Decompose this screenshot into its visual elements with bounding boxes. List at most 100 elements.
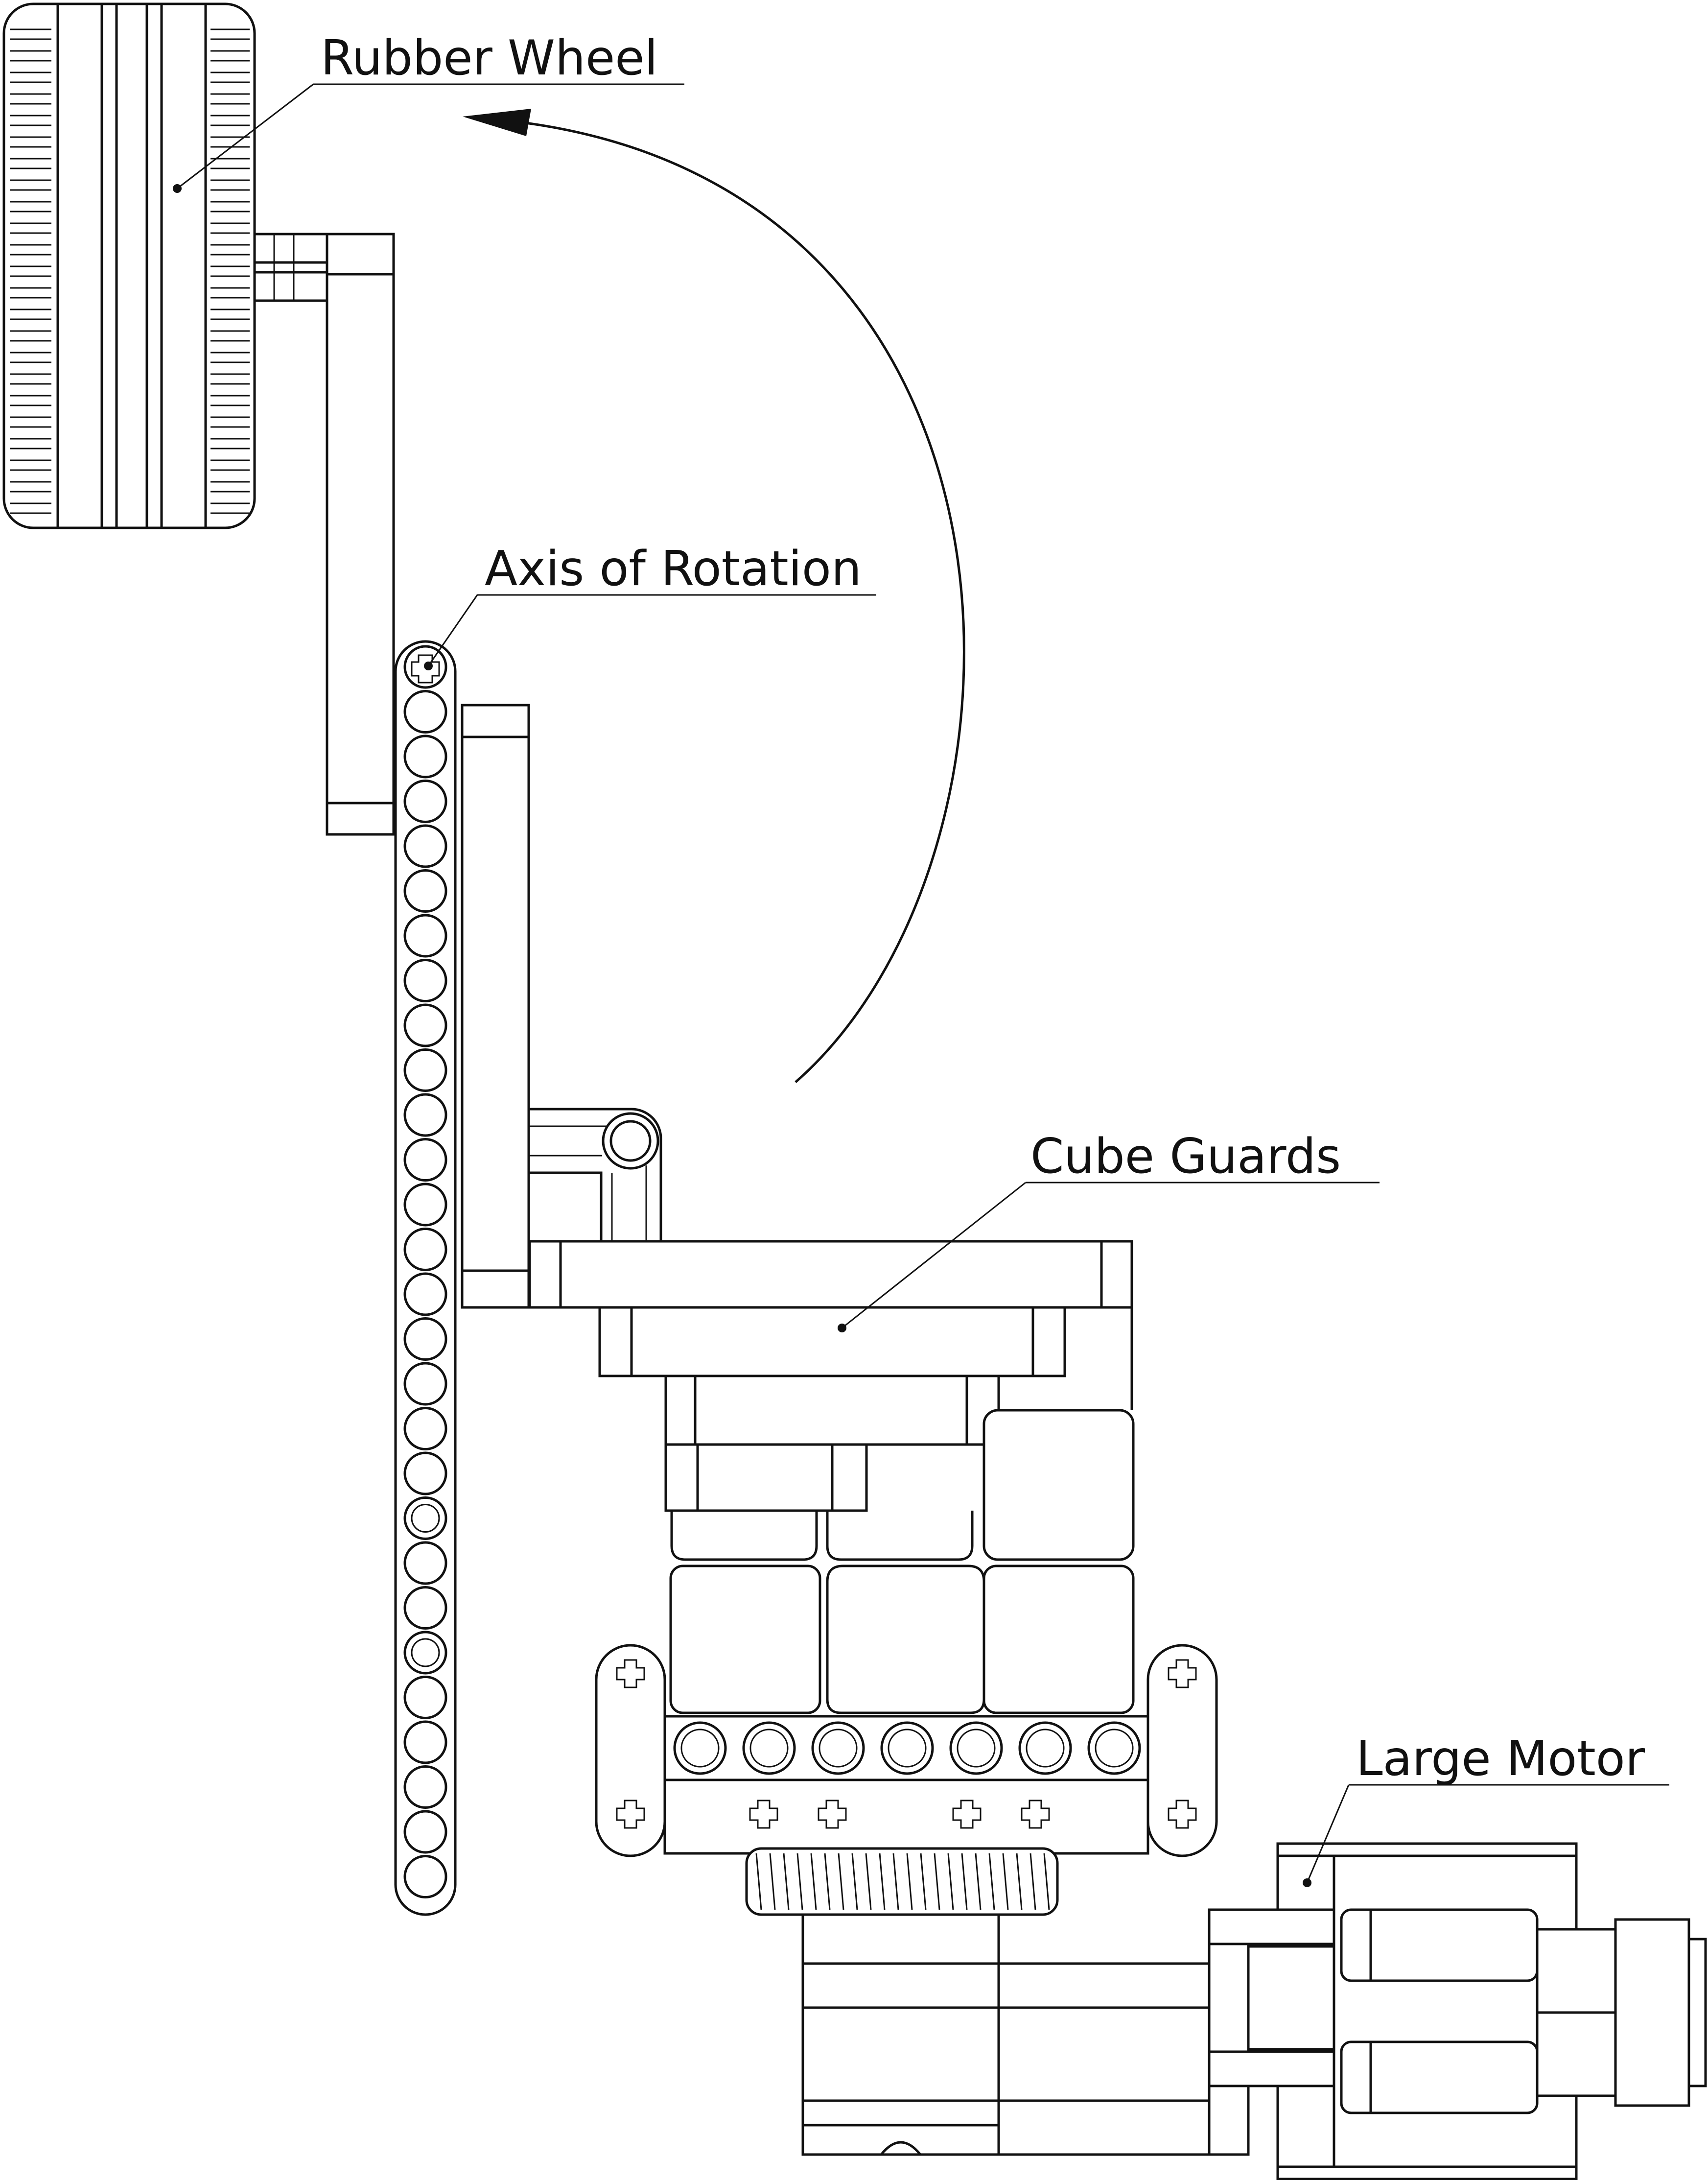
- gear-tooth: [783, 1853, 790, 1910]
- inner-vertical-beam: [461, 704, 530, 1309]
- tread-bar: [10, 308, 51, 320]
- beam-hole: [403, 1586, 447, 1630]
- beam-hole: [403, 824, 447, 868]
- gear-tooth: [947, 1853, 954, 1910]
- arrow-head-icon: [463, 109, 531, 136]
- frame-hole: [1018, 1721, 1072, 1775]
- svg-text:Large Motor: Large Motor: [1356, 1731, 1645, 1787]
- beam-hole: [403, 1451, 447, 1495]
- tread-bar: [10, 395, 51, 406]
- long-perforated-beam: [394, 640, 457, 1916]
- tread-bar: [10, 115, 51, 126]
- beam-pin: [411, 1638, 440, 1667]
- cross-hole-icon: [1021, 1800, 1050, 1829]
- gear-tooth: [838, 1853, 844, 1910]
- cross-hole-icon: [818, 1800, 847, 1829]
- tread-bar: [211, 93, 250, 105]
- tread-bar: [10, 265, 51, 277]
- gear-tooth: [755, 1853, 762, 1910]
- beam-hole: [403, 1272, 447, 1316]
- gear-tooth: [810, 1853, 817, 1910]
- beam-hole: [403, 1855, 447, 1898]
- frame-hole-inner: [749, 1729, 789, 1768]
- tread-bar: [211, 373, 250, 385]
- cross-hole-icon: [749, 1800, 778, 1829]
- gear-tooth: [1043, 1853, 1050, 1910]
- motor-frame: [595, 1644, 1218, 1857]
- tread-bar: [211, 416, 250, 428]
- frame-hole-inner: [888, 1729, 927, 1768]
- beam-hole: [403, 1720, 447, 1764]
- beam-hole: [403, 1228, 447, 1271]
- gear-tooth: [975, 1853, 982, 1910]
- gear-tooth: [906, 1853, 913, 1910]
- tread-bar: [10, 352, 51, 363]
- frame-hole-inner: [957, 1729, 996, 1768]
- beam-hole: [403, 1541, 447, 1585]
- tread-bar: [10, 136, 51, 148]
- rotation-arrow: [463, 109, 965, 1083]
- tread-bar: [10, 438, 51, 450]
- tread-bar: [211, 115, 250, 126]
- svg-text:Rubber Wheel: Rubber Wheel: [321, 30, 658, 86]
- beam-hole: [403, 1317, 447, 1361]
- beam-hole: [403, 1407, 447, 1450]
- tread-bar: [10, 330, 51, 342]
- gear-tooth: [892, 1853, 899, 1910]
- beam-hole: [403, 1631, 447, 1675]
- frame-hole: [673, 1721, 727, 1775]
- tread-bar: [10, 28, 51, 40]
- tread-bar: [10, 50, 51, 62]
- gear-tooth: [851, 1853, 858, 1910]
- gear-tooth: [824, 1853, 831, 1910]
- frame-hole: [742, 1721, 796, 1775]
- axle-connector: [253, 233, 329, 302]
- tread-bar: [211, 481, 250, 493]
- tread-bar: [211, 308, 250, 320]
- cross-hole-icon: [616, 1800, 645, 1829]
- beam-hole: [403, 1765, 447, 1809]
- upper-arm-beam: [326, 233, 395, 836]
- gear-tooth: [879, 1853, 886, 1910]
- beam-hole: [403, 1362, 447, 1406]
- tread-bar: [10, 502, 51, 514]
- tread-bar: [211, 244, 250, 256]
- tread-bar: [211, 265, 250, 277]
- cross-hole-icon: [952, 1800, 982, 1829]
- tread-bar: [211, 179, 250, 191]
- svg-text:Axis of Rotation: Axis of Rotation: [485, 541, 862, 597]
- gear-tooth: [988, 1853, 995, 1910]
- gear-tooth: [920, 1853, 927, 1910]
- tread-bar: [10, 244, 51, 256]
- beam-hole: [403, 1138, 447, 1182]
- gear-tooth: [1002, 1853, 1009, 1910]
- beam-hole: [403, 959, 447, 1002]
- gear-tooth: [934, 1853, 940, 1910]
- large-motor: [997, 1842, 1707, 2180]
- tread-bar: [211, 438, 250, 450]
- tread-bar: [10, 287, 51, 299]
- frame-hole: [811, 1721, 865, 1775]
- frame-hole-inner: [1026, 1729, 1065, 1768]
- beam-hole: [403, 1003, 447, 1047]
- tread-bar: [10, 222, 51, 234]
- beam-hole: [403, 914, 447, 958]
- elbow-connector: [527, 1108, 662, 1243]
- gear-tooth: [865, 1853, 872, 1910]
- label-axis-of-rotation: Axis of Rotation: [424, 541, 876, 670]
- beam-hole: [403, 1093, 447, 1137]
- tread-bar: [10, 481, 51, 493]
- beam-hole: [403, 1183, 447, 1227]
- tread-bar: [10, 416, 51, 428]
- cube-guards: [528, 1240, 1133, 1410]
- beam-hole: [403, 1496, 447, 1540]
- tread-bar: [211, 287, 250, 299]
- tread-bar: [211, 28, 250, 40]
- frame-hole-inner: [819, 1729, 858, 1768]
- gear-tooth: [1029, 1853, 1036, 1910]
- label-rubber-wheel: Rubber Wheel: [173, 30, 684, 193]
- tread-bar: [211, 395, 250, 406]
- tread-bar: [211, 71, 250, 83]
- tread-bar: [211, 50, 250, 62]
